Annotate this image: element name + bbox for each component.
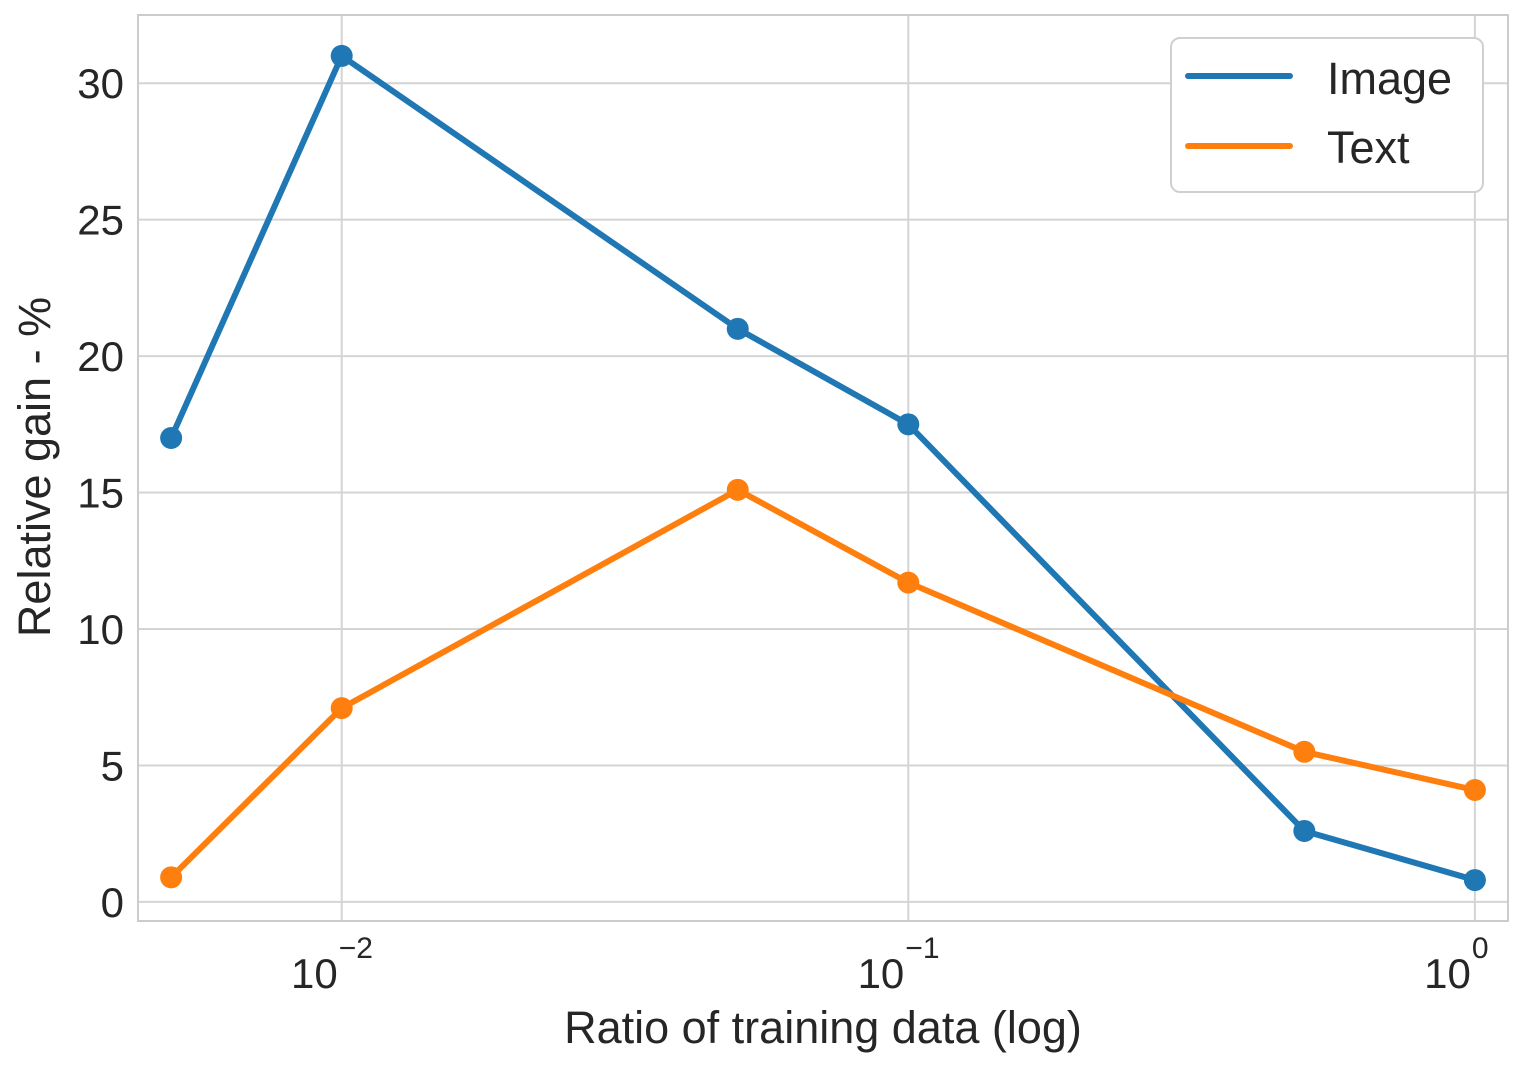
x-tick-base: 10 xyxy=(291,950,338,997)
x-tick-exponent: 0 xyxy=(1472,932,1489,965)
x-tick-label: 10−1 xyxy=(858,932,940,997)
series-text xyxy=(160,478,1486,889)
series xyxy=(160,44,1486,892)
series-line-image xyxy=(168,52,1478,884)
y-tick-label: 30 xyxy=(77,60,124,107)
x-tick-exponent: −1 xyxy=(905,932,939,965)
series-image xyxy=(160,44,1486,892)
data-point-text xyxy=(330,697,353,720)
x-tick-base: 10 xyxy=(1424,950,1471,997)
series-line-text xyxy=(168,486,1478,881)
data-point-text xyxy=(1463,779,1486,802)
data-point-text xyxy=(160,866,183,889)
y-tick-label: 25 xyxy=(77,197,124,244)
plot-frame xyxy=(137,14,1509,922)
data-point-image xyxy=(330,44,353,67)
x-axis-label: Ratio of training data (log) xyxy=(564,1002,1082,1053)
data-point-image xyxy=(1293,819,1316,842)
y-tick-labels: 0 5 10 15 20 25 30 xyxy=(77,60,124,926)
y-axis-label: Relative gain - % xyxy=(9,297,60,637)
data-point-image xyxy=(1463,869,1486,892)
data-point-image xyxy=(726,317,749,340)
data-point-image xyxy=(897,413,920,436)
y-tick-label: 10 xyxy=(77,606,124,653)
y-tick-label: 15 xyxy=(77,470,124,517)
x-tick-label: 100 xyxy=(1424,932,1488,997)
legend-label-text: Text xyxy=(1327,122,1410,173)
x-tick-label: 10−2 xyxy=(291,932,373,997)
y-tick-label: 5 xyxy=(101,742,124,789)
data-point-text xyxy=(897,571,920,594)
data-point-text xyxy=(726,478,749,501)
legend: Image Text xyxy=(1170,37,1484,193)
data-point-image xyxy=(160,426,183,449)
data-point-text xyxy=(1293,740,1316,763)
x-tick-base: 10 xyxy=(858,950,905,997)
y-tick-label: 0 xyxy=(101,879,124,926)
x-tick-exponent: −2 xyxy=(339,932,373,965)
y-tick-label: 20 xyxy=(77,333,124,380)
legend-label-image: Image xyxy=(1327,53,1452,104)
